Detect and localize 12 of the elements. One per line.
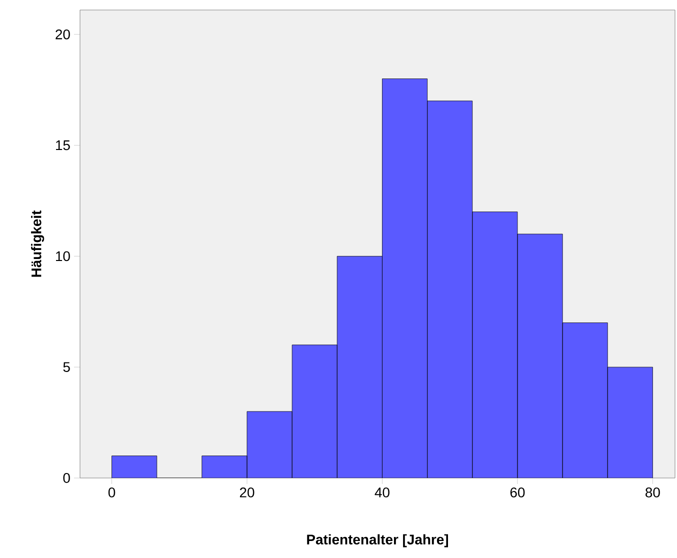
x-tick-label: 40 (374, 488, 390, 498)
y-tick-label: 15 (56, 140, 70, 150)
y-tick-label: 5 (63, 362, 70, 372)
x-tick-label: 20 (240, 488, 254, 498)
y-tick-label: 10 (56, 251, 70, 262)
y-tick-label: 20 (56, 29, 70, 40)
y-axis-title: Häufigkeit (31, 210, 44, 277)
x-tick-label: 80 (646, 488, 660, 498)
x-tick-label: 60 (510, 488, 525, 498)
y-tick-label: 0 (63, 473, 70, 483)
x-axis-title: Patientenalter [Jahre] (307, 534, 448, 548)
x-tick-label: 0 (108, 488, 116, 498)
